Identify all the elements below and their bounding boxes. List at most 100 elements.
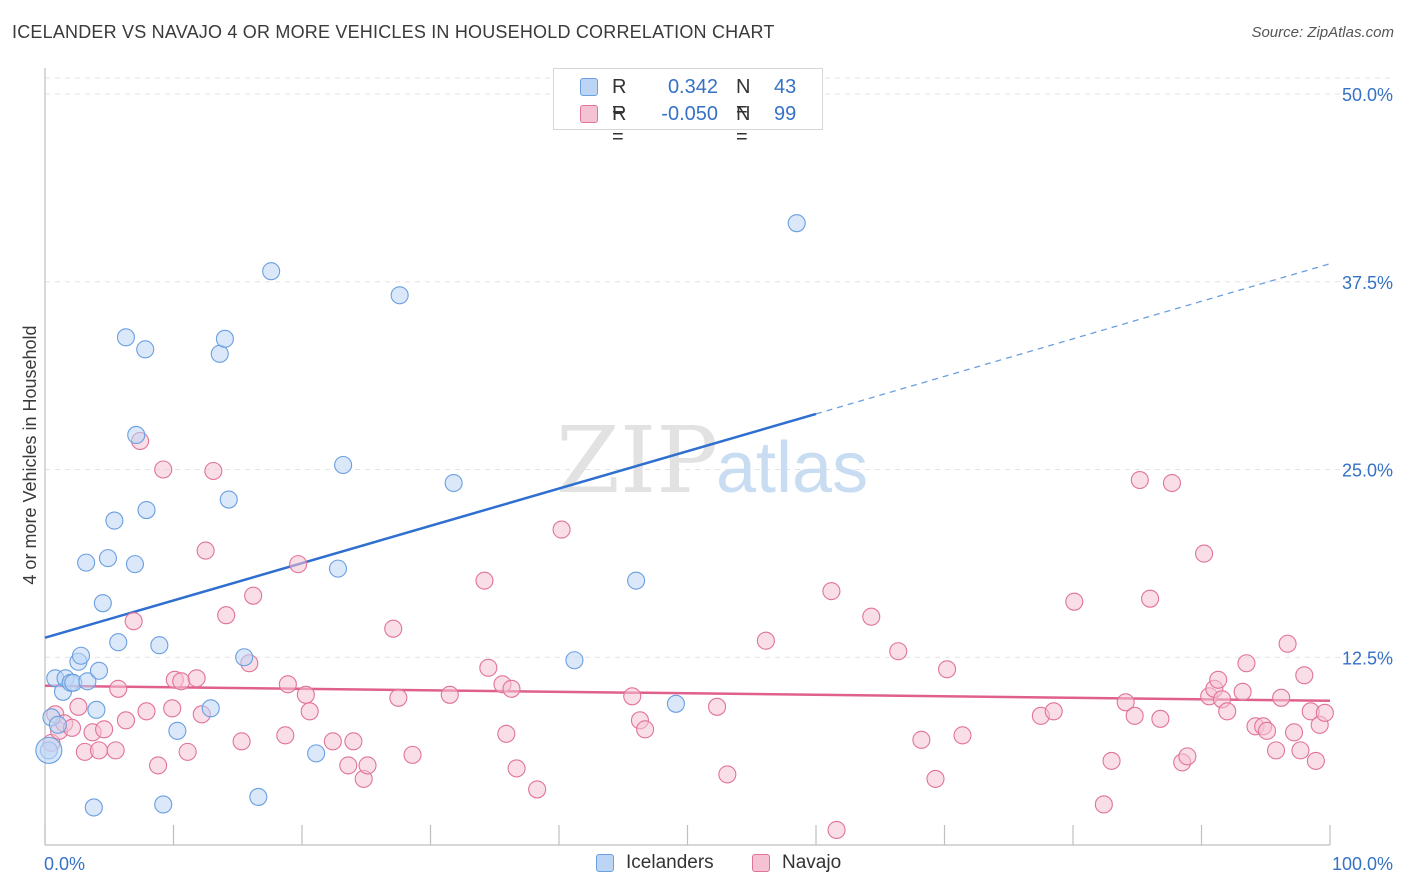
navajo-point-84 [1218, 702, 1237, 721]
navajo-point-90 [1266, 741, 1286, 760]
icelanders-point-26 [168, 721, 187, 740]
icelanders-point-19 [116, 328, 136, 347]
navajo-point-42 [403, 745, 422, 764]
navajo-point-41 [389, 688, 408, 707]
navajo-point-26 [217, 606, 236, 625]
navajo-point-50 [528, 780, 547, 799]
r-label: R = [612, 103, 627, 148]
navajo-point-56 [718, 765, 737, 784]
icelanders-swatch [580, 78, 598, 96]
navajo-point-82 [1209, 670, 1228, 689]
navajo-point-94 [1291, 741, 1310, 760]
icelanders-legend-swatch [596, 854, 614, 872]
navajo-point-70 [1102, 751, 1121, 770]
navajo-point-18 [163, 699, 182, 718]
navajo-point-48 [502, 679, 521, 698]
icelanders-r-value: 0.342 [667, 76, 718, 98]
icelanders-point-39 [565, 651, 584, 670]
navajo-point-59 [827, 820, 846, 840]
icelanders-point-10 [77, 553, 96, 572]
navajo-point-64 [938, 660, 957, 679]
navajo-point-21 [178, 742, 197, 761]
icelanders-point-35 [328, 559, 348, 578]
gridlines [45, 77, 1395, 658]
icelanders-point-27 [201, 699, 220, 718]
navajo-point-60 [862, 607, 881, 626]
navajo-point-33 [296, 685, 315, 704]
navajo-point-85 [1233, 682, 1252, 701]
navajo-point-30 [276, 726, 295, 745]
navajo-point-92 [1278, 634, 1297, 653]
navajo-point-52 [623, 687, 642, 706]
n-label: N = [736, 76, 751, 121]
icelanders-point-30 [219, 490, 238, 509]
icelanders-point-12 [84, 798, 103, 817]
icelanders-point-28 [210, 344, 229, 363]
data-points [35, 214, 1334, 840]
correlation-legend: R = 0.342 N = 43 R = -0.050 N = 99 [553, 68, 823, 148]
icelanders-legend-label: Icelanders [626, 852, 714, 873]
series-legend: Icelanders Navajo [0, 852, 1406, 878]
navajo-point-10 [106, 741, 125, 760]
navajo-point-43 [440, 685, 459, 704]
trend-lines [44, 263, 1331, 703]
navajo-point-45 [479, 658, 498, 677]
icelanders-point-13 [87, 700, 106, 719]
navajo-point-61 [889, 642, 908, 661]
navajo-point-95 [1295, 666, 1314, 685]
r-label: R = [612, 76, 627, 121]
navajo-point-37 [344, 732, 363, 751]
navajo-point-75 [1151, 709, 1170, 728]
y-axis-label: 4 or more Vehicles in Household [20, 325, 40, 584]
navajo-legend-label: Navajo [782, 852, 842, 873]
navajo-point-79 [1195, 544, 1214, 563]
navajo-swatch [580, 105, 598, 123]
navajo-point-16 [149, 756, 168, 775]
icelanders-point-11 [78, 672, 97, 691]
navajo-point-99 [1315, 703, 1334, 722]
y-tick-label-1: 25.0% [1342, 461, 1393, 481]
navajo-point-89 [1257, 721, 1277, 740]
navajo-legend-swatch [752, 854, 770, 872]
icelanders-point-22 [136, 340, 155, 359]
icelanders-point-20 [125, 555, 144, 574]
n-label: N = [736, 103, 751, 148]
navajo-point-13 [124, 612, 143, 631]
icelanders-point-32 [249, 787, 268, 806]
icelanders-point-31 [235, 648, 254, 667]
navajo-point-97 [1306, 751, 1325, 770]
icelanders-point-37 [390, 286, 409, 305]
icelanders-trend-line [44, 412, 817, 639]
icelanders-point-17 [105, 511, 124, 530]
navajo-point-73 [1130, 470, 1149, 490]
icelanders-point-large [35, 736, 63, 764]
navajo-point-12 [116, 711, 136, 730]
icelanders-point-38 [444, 473, 463, 493]
icelanders-point-15 [93, 594, 112, 613]
navajo-point-67 [1044, 702, 1063, 721]
navajo-point-65 [953, 726, 972, 745]
navajo-point-54 [636, 720, 655, 739]
navajo-point-44 [475, 571, 494, 590]
watermark: ZIP atlas [556, 407, 868, 514]
navajo-point-29 [244, 586, 263, 605]
navajo-point-71 [1116, 693, 1135, 712]
navajo-point-27 [232, 732, 251, 751]
icelanders-n-value: 43 [774, 76, 797, 98]
navajo-point-47 [497, 724, 516, 743]
watermark-atlas: atlas [716, 428, 868, 508]
navajo-point-35 [323, 732, 342, 751]
x-tick-label-min: 0.0% [44, 854, 85, 874]
navajo-trend-line [44, 684, 1331, 703]
icelanders-point-41 [666, 694, 685, 713]
icelanders-point-21 [127, 425, 146, 445]
navajo-point-62 [912, 730, 931, 749]
y-tick-label-3: 50.0% [1342, 85, 1393, 105]
navajo-point-8 [89, 741, 109, 760]
navajo-point-58 [822, 582, 841, 601]
navajo-point-24 [196, 541, 215, 560]
navajo-point-40 [384, 619, 403, 638]
icelanders-point-14 [89, 661, 109, 680]
icelanders-point-40 [627, 571, 646, 590]
